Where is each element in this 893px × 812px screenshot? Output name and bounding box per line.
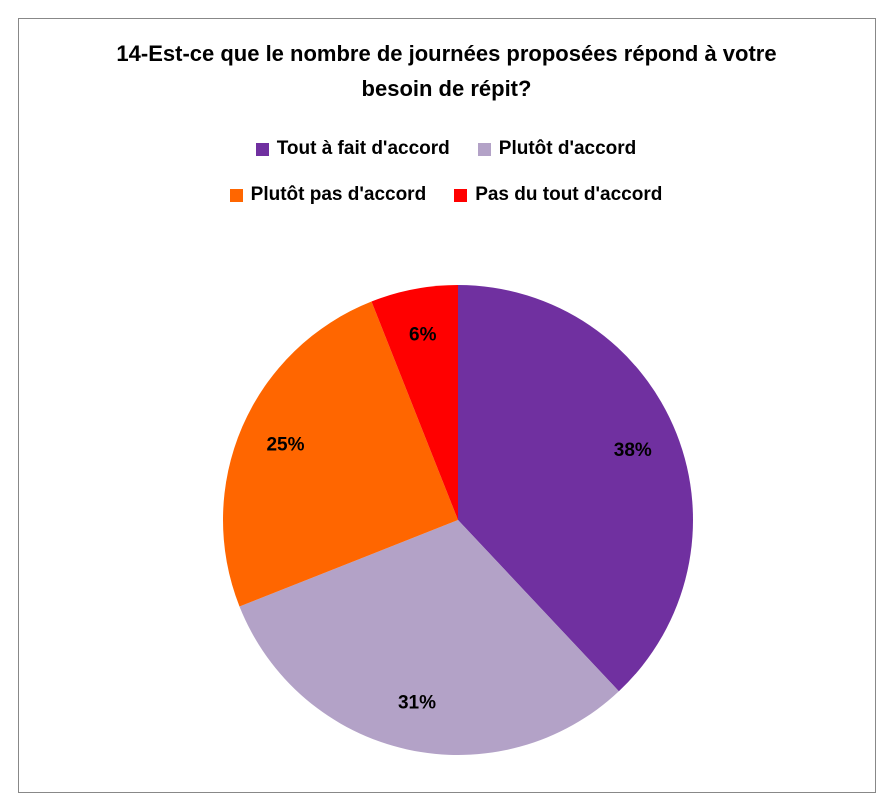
data-label: 25%	[266, 434, 304, 455]
legend-label: Plutôt pas d'accord	[250, 184, 427, 205]
pie-slice	[458, 285, 693, 692]
data-label: 6%	[409, 324, 437, 345]
pie-slice	[371, 285, 458, 520]
chart-title-box: 14-Est-ce que le nombre de journées prop…	[0, 36, 893, 106]
legend-item: Pas du tout d'accord	[454, 180, 662, 210]
pie-slice	[239, 520, 619, 755]
legend-label: Pas du tout d'accord	[475, 184, 663, 205]
chart-frame	[18, 18, 876, 793]
legend-swatch	[477, 142, 491, 156]
data-label: 31%	[398, 692, 436, 713]
chart-title: 14-Est-ce que le nombre de journées prop…	[116, 41, 777, 101]
legend-item: Plutôt pas d'accord	[229, 180, 427, 210]
legend-label: Tout à fait d'accord	[276, 138, 450, 159]
pie-slice	[223, 301, 458, 607]
legend-swatch	[229, 188, 243, 202]
legend-item: Tout à fait d'accord	[255, 134, 450, 164]
legend: Tout à fait d'accord Plutôt d'accord Plutô…	[146, 134, 746, 210]
legend-item: Plutôt d'accord	[477, 134, 637, 164]
legend-swatch	[454, 188, 468, 202]
data-label: 38%	[614, 440, 652, 461]
legend-label: Plutôt d'accord	[498, 138, 637, 159]
legend-swatch	[255, 142, 269, 156]
